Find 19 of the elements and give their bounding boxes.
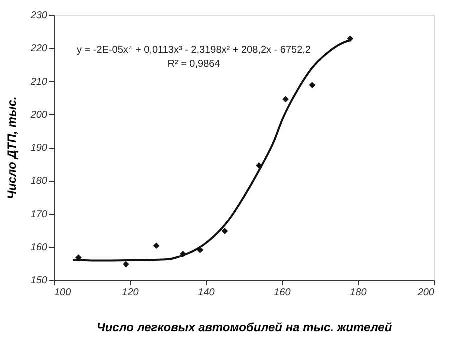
annotation: y = -2E-05x⁴ + 0,0113x³ - 2,3198x² + 208,2x - 6752,2 — [77, 45, 312, 56]
y-tick-label: 160 — [30, 242, 48, 254]
y-tick-label: 180 — [30, 176, 48, 188]
y-tick-label: 150 — [30, 276, 48, 286]
y-tick-label: 230 — [30, 10, 48, 22]
x-tick-label: 180 — [350, 288, 368, 298]
x-tick-label: 120 — [122, 288, 140, 298]
y-tick-label: 210 — [30, 76, 48, 88]
x-tick-label: 140 — [198, 288, 216, 298]
y-tick-label: 170 — [30, 209, 48, 220]
y-tick-label: 200 — [30, 110, 48, 121]
y-axis-title: Число ДТП, тыс. — [4, 96, 19, 200]
x-axis-title: Число легковых автомобилей на тыс. жителей — [96, 320, 393, 334]
y-tick-label: 220 — [30, 44, 48, 55]
x-tick-label: 200 — [416, 288, 435, 298]
y-tick-label: 190 — [30, 143, 48, 154]
annotation: R² = 0,9864 — [168, 59, 221, 70]
x-tick-label: 160 — [274, 288, 292, 298]
x-tick-label: 100 — [54, 288, 72, 298]
